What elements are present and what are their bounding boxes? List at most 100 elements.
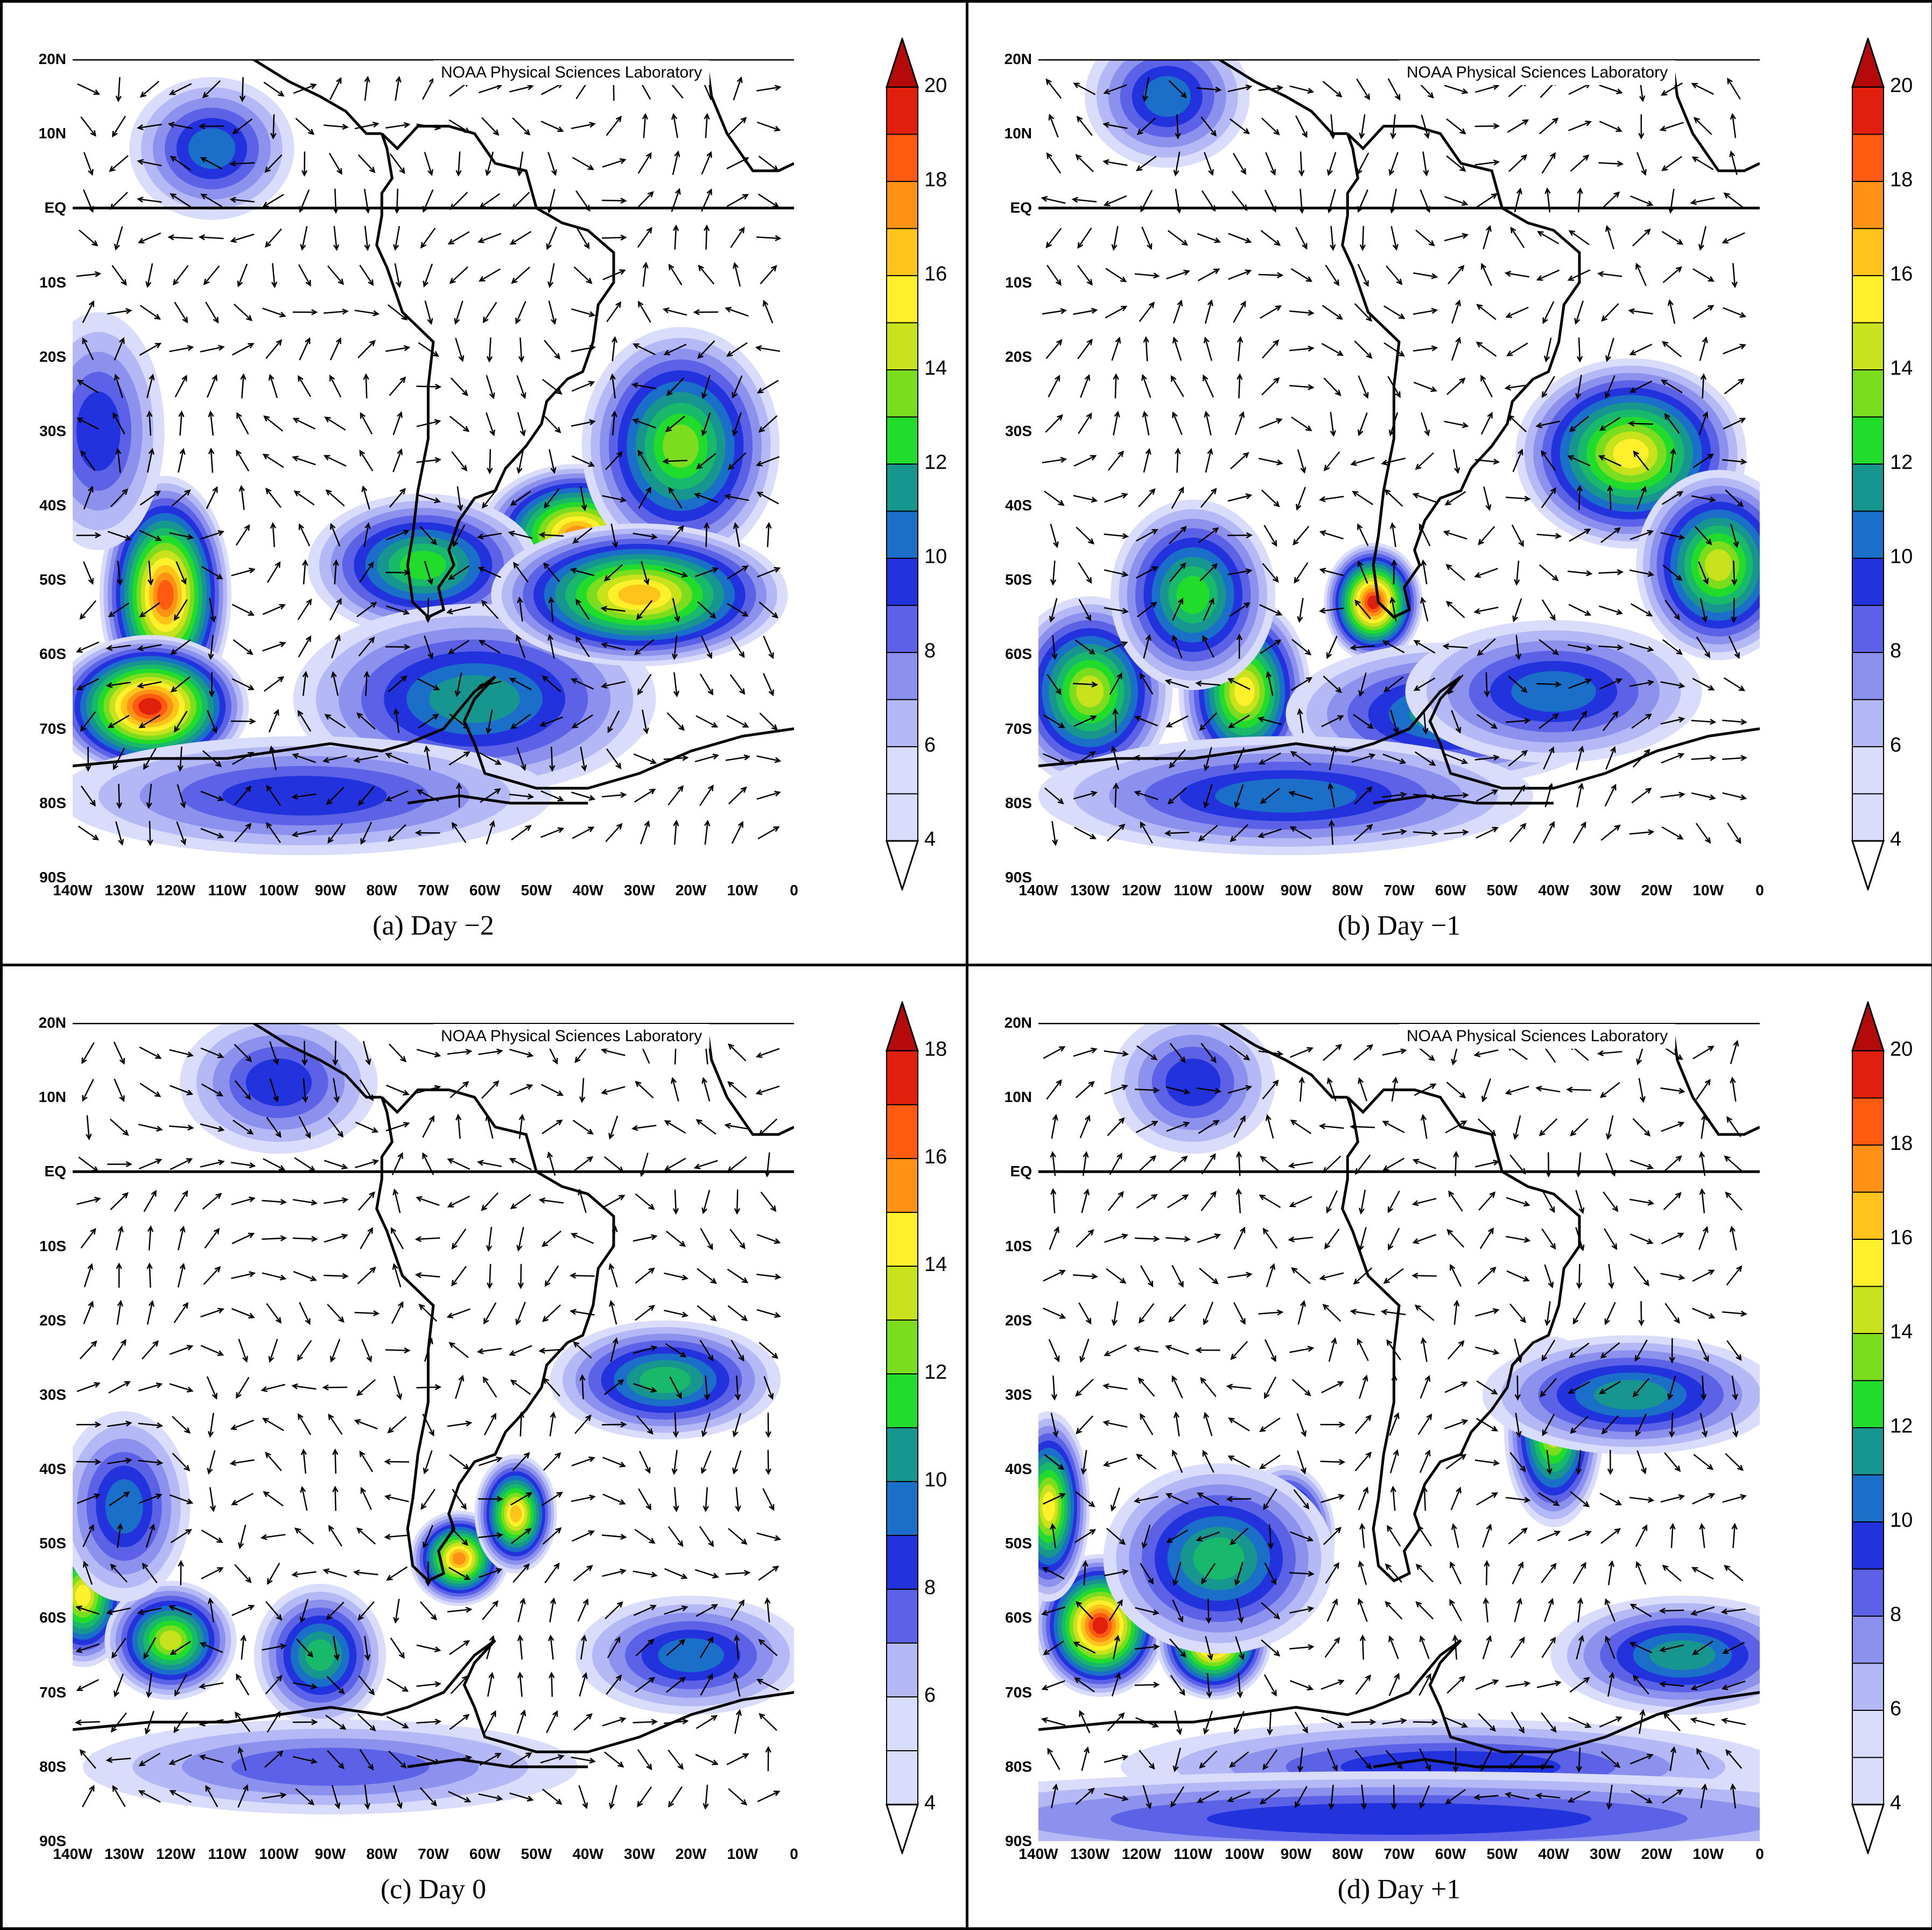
colorbar-tick: 14 [924,1253,947,1276]
lon-label: 60W [461,882,509,899]
wind-maximum-5 [254,1584,386,1727]
colorbar-tick: 8 [1890,640,1901,663]
lon-label: 0 [770,882,818,899]
wind-maximum-7 [129,77,294,220]
lon-label: 140W [1014,882,1063,899]
colorbar-tick: 4 [924,1792,936,1815]
lon-label: 70W [409,882,458,899]
lon-label: 80W [357,882,406,899]
wind-maximum-8 [491,523,788,666]
lon-label: 120W [1117,882,1165,899]
lon-label: 20W [667,882,715,899]
lon-label: 120W [151,1845,200,1863]
lon-label: 20W [1633,1845,1681,1863]
lon-label: 140W [48,882,97,899]
lat-label: 20S [23,348,66,366]
lat-label: 70S [989,720,1032,738]
lon-label: 50W [512,882,560,899]
lon-label: 30W [615,1845,664,1863]
lon-label: 20W [1633,882,1681,899]
lon-label: 60W [461,1845,509,1863]
lat-label: EQ [23,199,66,216]
panel-caption: (b) Day −1 [1038,910,1760,942]
lon-label: 90W [1272,1845,1320,1863]
colorbar-tick: 18 [924,1038,947,1061]
lat-label: 80S [989,795,1032,812]
lat-label: EQ [23,1163,66,1180]
colorbar-tick: 4 [1890,1792,1901,1815]
colorbar-tick: 10 [1890,545,1913,569]
credit-label: NOAA Physical Sciences Laboratory [1399,1024,1675,1049]
lat-label: 30S [989,423,1032,440]
lon-label: 50W [1478,1845,1526,1863]
colorbar-tick: 4 [924,828,936,851]
colorbar-tick: 18 [1890,169,1913,192]
lat-label: 30S [23,1386,66,1403]
lat-label: 40S [989,1461,1032,1478]
lon-label: 90W [306,882,355,899]
colorbar-tick: 16 [924,1146,947,1169]
lat-label: 10S [23,274,66,291]
lat-label: 10N [989,125,1032,142]
map-d [1038,1023,1760,1841]
colorbar-tick: 16 [924,263,947,286]
lat-label: 20N [23,51,66,68]
lat-label: 60S [989,645,1032,663]
lat-label: 20N [23,1014,66,1031]
lat-label: 70S [23,1684,66,1701]
lon-label: 60W [1427,882,1475,899]
lon-label: 110W [203,1845,251,1863]
lon-label: 40W [564,1845,612,1863]
lon-label: 70W [1375,1845,1423,1863]
lon-label: 120W [151,882,200,899]
lat-label: 20S [23,1312,66,1329]
lon-label: 130W [100,1845,149,1863]
colorbar-tick: 6 [1890,734,1901,757]
lat-label: 30S [23,423,66,440]
map-b [1038,59,1760,878]
colorbar-tick: 10 [924,1469,947,1492]
colorbar-tick: 14 [924,357,947,380]
lon-label: 10W [718,882,767,899]
colorbar-tick: 16 [1890,1226,1913,1250]
colorbar-tick: 6 [924,1684,936,1707]
lat-label: 50S [23,571,66,588]
lon-label: 110W [1169,882,1217,899]
lon-label: 60W [1427,1845,1475,1863]
lon-label: 10W [1684,882,1732,899]
panel-caption: (c) Day 0 [73,1873,794,1905]
panel-caption: (d) Day +1 [1038,1873,1760,1905]
lon-label: 70W [409,1845,458,1863]
lon-label: 140W [48,1845,97,1863]
lat-label: 20N [989,1014,1032,1031]
lon-label: 100W [255,882,303,899]
lat-label: 50S [989,1535,1032,1552]
wind-maximum-6 [1038,1771,1760,1841]
lon-label: 90W [306,1845,355,1863]
lon-label: 20W [667,1845,715,1863]
lat-label: 10S [989,1238,1032,1255]
colorbar-tick: 20 [1890,74,1913,97]
lat-label: EQ [989,199,1032,216]
colorbar-tick: 8 [924,640,936,663]
colorbar-tick: 10 [924,545,947,569]
lon-label: 120W [1117,1845,1165,1863]
colorbar-tick: 6 [1890,1697,1901,1721]
lon-label: 30W [1581,1845,1629,1863]
lat-label: 10N [23,1089,66,1106]
lat-label: 30S [989,1386,1032,1403]
lon-label: 30W [1581,882,1629,899]
lat-label: 70S [989,1684,1032,1701]
lon-label: 130W [1066,882,1114,899]
lat-label: 60S [23,645,66,663]
lon-label: 100W [1220,882,1269,899]
credit-label: NOAA Physical Sciences Laboratory [1399,60,1675,85]
credit-label: NOAA Physical Sciences Laboratory [433,1024,709,1049]
colorbar [886,38,919,890]
lon-label: 80W [1323,1845,1372,1863]
lon-label: 50W [1478,882,1526,899]
colorbar-tick: 14 [1890,1321,1913,1344]
lon-label: 0 [770,1845,818,1863]
colorbar [1851,38,1885,890]
lat-label: 50S [989,571,1032,588]
